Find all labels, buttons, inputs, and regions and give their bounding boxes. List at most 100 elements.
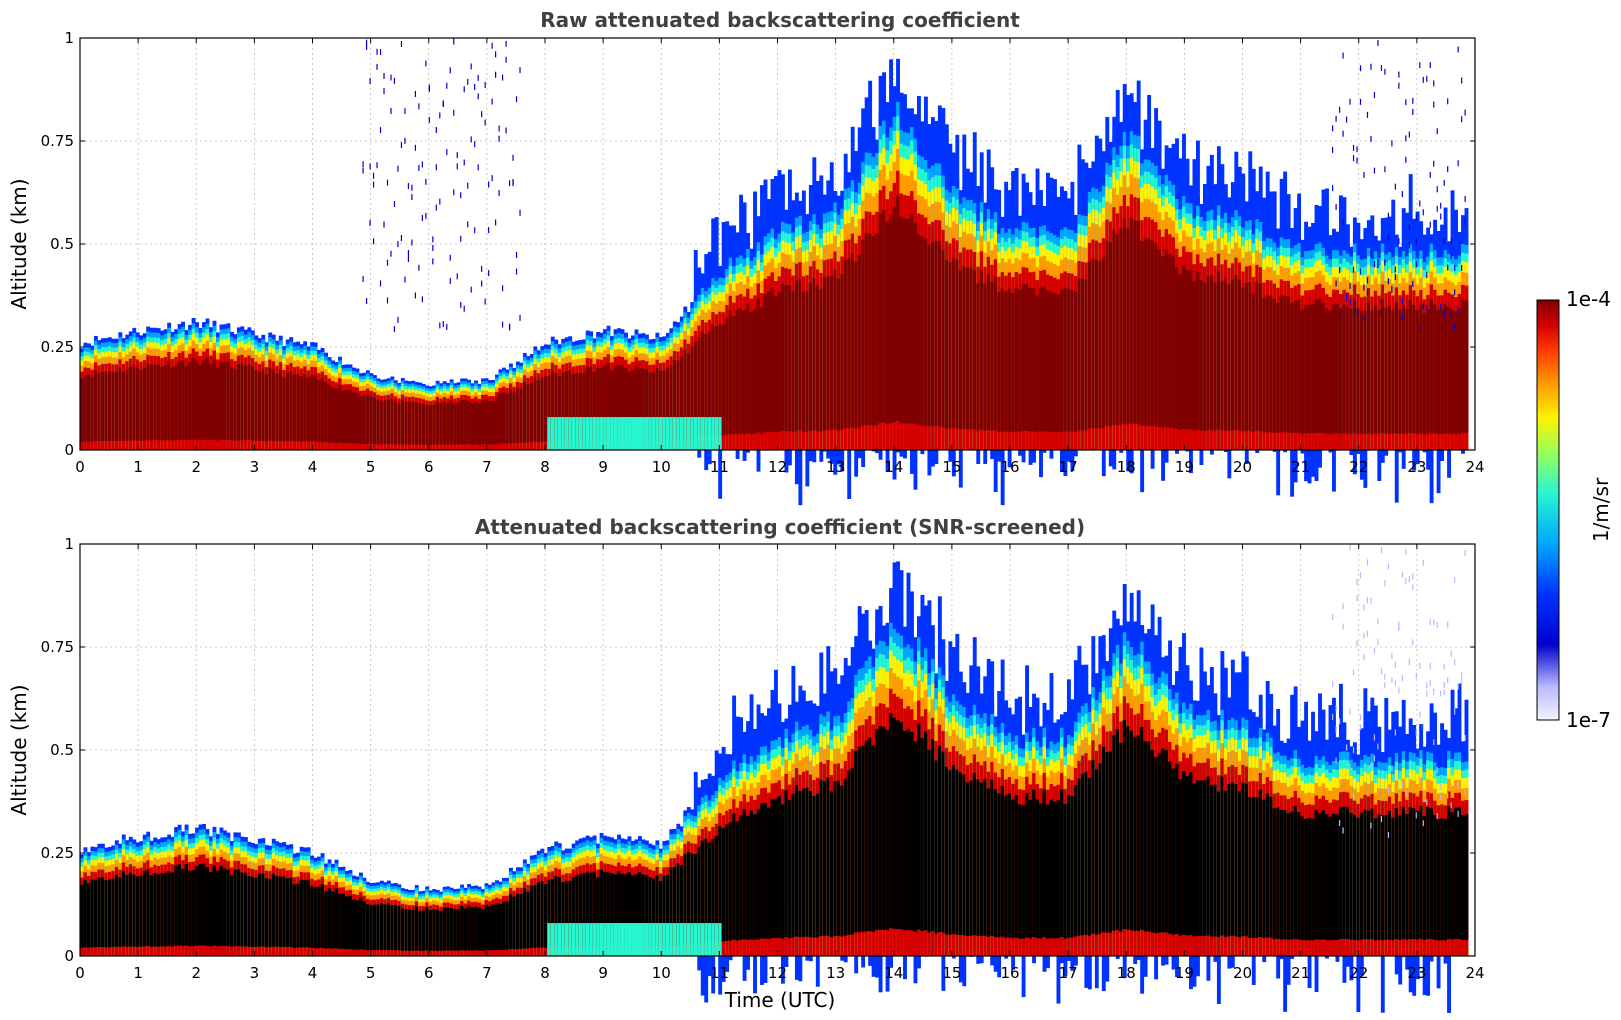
heatmap-cell xyxy=(669,923,674,956)
heatmap-cell xyxy=(515,893,520,949)
heatmap-cell xyxy=(219,362,224,440)
heatmap-cell xyxy=(317,380,322,443)
heatmap-cell xyxy=(512,896,517,950)
heatmap-noise xyxy=(1436,128,1438,135)
heatmap-noise xyxy=(474,141,476,148)
heatmap-cell xyxy=(610,417,614,450)
heatmap-cell xyxy=(536,882,541,948)
heatmap-cell xyxy=(515,388,520,443)
heatmap-cell xyxy=(114,875,119,947)
heatmap-noise xyxy=(488,227,490,234)
heatmap-noise xyxy=(1373,92,1376,99)
heatmap-cell xyxy=(1440,309,1445,434)
heatmap-cell xyxy=(202,863,206,946)
heatmap-noise xyxy=(390,107,392,114)
heatmap-cell xyxy=(589,366,594,441)
heatmap-cell xyxy=(1293,300,1298,433)
heatmap-cell xyxy=(216,367,220,441)
heatmap-cell xyxy=(153,873,158,947)
heatmap-cell xyxy=(181,360,186,440)
heatmap-cell xyxy=(393,401,398,445)
heatmap-cell xyxy=(864,233,869,426)
heatmap-noise xyxy=(1394,274,1396,281)
heatmap-cell xyxy=(376,399,381,445)
heatmap-noise xyxy=(1422,76,1424,83)
heatmap-cell xyxy=(610,872,614,947)
heatmap-cell xyxy=(1182,264,1186,429)
heatmap-cell xyxy=(575,417,580,450)
heatmap-cell xyxy=(289,877,294,948)
heatmap-cell xyxy=(1412,304,1417,434)
heatmap-cell xyxy=(310,374,315,442)
y-tick-label: 0.5 xyxy=(50,235,74,253)
heatmap-cell xyxy=(676,360,681,440)
heatmap-cell xyxy=(763,294,768,433)
heatmap-noise xyxy=(1370,63,1372,70)
heatmap-cell xyxy=(787,285,792,432)
heatmap-cell xyxy=(631,369,635,441)
heatmap-cell xyxy=(1209,274,1214,430)
heatmap-cell xyxy=(714,835,719,943)
heatmap-cell xyxy=(885,222,890,424)
heatmap-cell xyxy=(948,262,953,429)
heatmap-cell xyxy=(317,886,322,949)
heatmap-cell xyxy=(188,362,192,440)
heatmap-cell xyxy=(847,258,852,429)
heatmap-noise xyxy=(400,40,403,47)
heatmap-noise xyxy=(425,212,427,219)
heatmap-noise xyxy=(397,316,399,323)
heatmap-noise xyxy=(1363,171,1365,178)
heatmap-noise xyxy=(449,67,451,74)
heatmap-noise xyxy=(1419,62,1421,69)
heatmap-cell xyxy=(1154,242,1159,427)
heatmap-cell xyxy=(644,417,649,450)
heatmap-cell xyxy=(672,923,677,956)
heatmap-cell xyxy=(596,367,601,441)
heatmap-cell xyxy=(160,873,165,947)
heatmap-cell xyxy=(107,879,112,948)
heatmap-cell xyxy=(711,838,716,943)
heatmap-noise xyxy=(1352,144,1355,151)
heatmap-cell xyxy=(292,884,297,948)
heatmap-cell xyxy=(627,872,632,947)
heatmap-cell xyxy=(662,923,667,956)
heatmap-cell xyxy=(784,790,789,938)
heatmap-noise xyxy=(1408,242,1410,249)
x-tick-label: 17 xyxy=(1059,458,1078,476)
heatmap-noise xyxy=(515,252,518,259)
heatmap-cell xyxy=(474,401,478,445)
heatmap-cell xyxy=(128,367,133,441)
x-tick-label: 22 xyxy=(1349,458,1368,476)
y-tick-label: 0.75 xyxy=(41,132,74,150)
heatmap-noise xyxy=(1373,167,1376,174)
heatmap-noise xyxy=(421,161,423,168)
heatmap-cell xyxy=(383,904,388,951)
heatmap-noise xyxy=(1464,195,1466,202)
heatmap-cell xyxy=(1049,291,1054,432)
heatmap-cell xyxy=(606,923,611,956)
heatmap-cell xyxy=(460,906,465,951)
heatmap-cell xyxy=(735,309,740,434)
heatmap-cell xyxy=(679,923,684,956)
x-tick-label: 0 xyxy=(75,458,85,476)
heatmap-noise xyxy=(505,40,507,47)
heatmap-cell xyxy=(324,381,329,443)
heatmap-cell xyxy=(906,218,911,424)
heatmap-cell xyxy=(334,388,339,443)
heatmap-noise xyxy=(1450,253,1452,260)
heatmap-cell xyxy=(819,288,824,432)
heatmap-cell xyxy=(1077,278,1082,431)
heatmap-cell xyxy=(313,887,318,949)
heatmap-cell xyxy=(937,241,942,427)
heatmap-cell xyxy=(369,396,374,444)
heatmap-cell xyxy=(1237,279,1242,431)
heatmap-cell xyxy=(1094,259,1099,429)
heatmap-cell xyxy=(97,877,102,948)
heatmap-cell xyxy=(665,368,670,441)
heatmap-cell xyxy=(589,923,594,956)
heatmap-cell xyxy=(840,274,845,430)
heatmap-cell xyxy=(271,873,276,947)
heatmap-cell xyxy=(1028,288,1033,432)
heatmap-cell xyxy=(386,903,391,950)
heatmap-cell xyxy=(1171,256,1176,428)
